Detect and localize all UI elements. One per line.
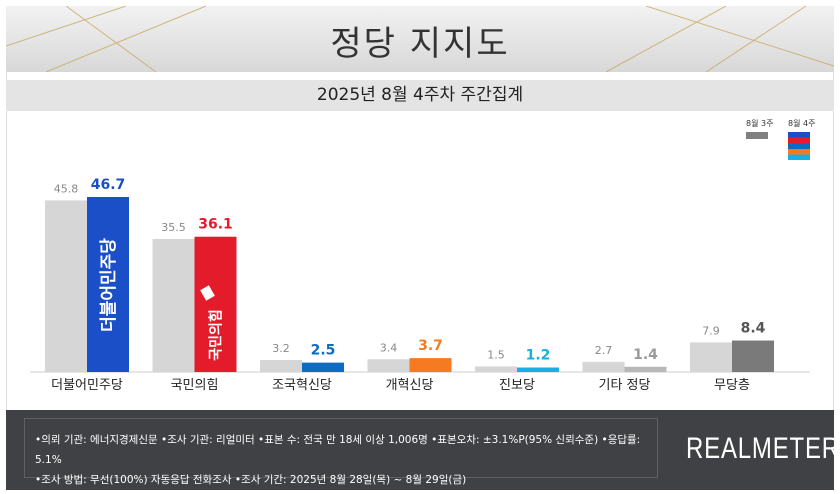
- democratic-party-logo: 더불어민주당: [99, 238, 119, 332]
- ppp-logo-text: 국민의힘: [208, 309, 225, 361]
- legend-prev-label: 8월 3주: [746, 119, 774, 128]
- ppp-logo-icon: [200, 285, 215, 301]
- bar-cur: [517, 367, 559, 372]
- value-prev: 35.5: [161, 221, 186, 234]
- legend-prev-swatch: [746, 132, 768, 139]
- value-cur: 2.5: [311, 343, 336, 359]
- category-label: 진보당: [499, 378, 535, 393]
- bar-prev: [367, 359, 410, 372]
- bar-cur: [194, 236, 237, 372]
- bar-cur: [302, 362, 344, 372]
- value-prev: 2.7: [595, 344, 613, 357]
- category-label: 개혁신당: [386, 378, 434, 393]
- bar-cur: [87, 197, 129, 372]
- survey-notes: •의뢰 기관: 에너지경제신문 •조사 기관: 리얼미터 •표본 수: 전국 만…: [24, 418, 658, 486]
- notes-line-1: •의뢰 기관: 에너지경제신문 •조사 기관: 리얼미터 •표본 수: 전국 만…: [35, 434, 641, 466]
- value-prev: 1.5: [487, 348, 505, 361]
- bar-prev: [152, 238, 195, 372]
- bar-prev: [690, 342, 732, 372]
- value-cur: 8.4: [741, 321, 766, 337]
- bar-cur: [732, 340, 774, 372]
- value-cur: 1.2: [526, 348, 551, 364]
- value-prev: 45.8: [54, 182, 79, 195]
- brand-logo: REALMETER: [686, 432, 840, 465]
- bar-prev: [475, 366, 517, 372]
- footer: •의뢰 기관: 에너지경제신문 •조사 기관: 리얼미터 •표본 수: 전국 만…: [6, 410, 839, 490]
- bar-cur: [624, 366, 667, 372]
- bar-prev: [582, 361, 625, 372]
- value-cur: 3.7: [418, 338, 443, 354]
- bar-prev: [260, 360, 302, 372]
- category-label: 조국혁신당: [272, 378, 332, 393]
- value-cur: 46.7: [91, 177, 126, 193]
- legend-cur-swatch: [788, 132, 810, 160]
- value-cur: 36.1: [198, 217, 233, 233]
- value-prev: 3.4: [380, 341, 398, 354]
- decorative-lines: [6, 6, 834, 72]
- legend-cur-label: 8월 4주: [788, 119, 816, 128]
- category-label: 국민의힘: [171, 378, 219, 393]
- header-banner: 정당 지지도: [6, 6, 834, 72]
- bar-chart: 45.8 46.7 더불어민주당 35.5 36.1 국민의힘 3.2 2.5 조국혁신당 3.4…: [30, 177, 810, 393]
- category-label: 기타 정당: [599, 378, 651, 393]
- page-title: 정당 지지도: [330, 24, 510, 64]
- legend-prev: 8월 3주: [746, 118, 773, 139]
- category-label: 무당층: [714, 378, 750, 393]
- bar-cur: [409, 358, 452, 372]
- category-label: 더불어민주당: [51, 378, 123, 393]
- legend-cur: 8월 4주: [788, 118, 815, 160]
- page-subtitle: 2025년 8월 4주차 주간집계: [6, 80, 834, 111]
- value-prev: 7.9: [702, 324, 720, 337]
- notes-line-2: •조사 방법: 무선(100%) 자동응답 전화조사 •조사 기간: 2025년…: [35, 474, 467, 486]
- bar-prev: [45, 200, 87, 372]
- value-prev: 3.2: [272, 342, 290, 355]
- value-cur: 1.4: [633, 347, 658, 363]
